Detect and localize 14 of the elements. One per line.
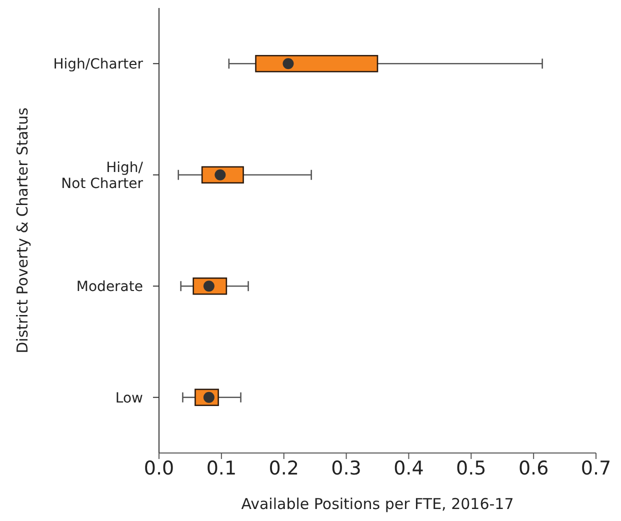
x-tick-label: 0.4 bbox=[394, 457, 424, 480]
y-tick-label: Low bbox=[115, 390, 143, 406]
y-tick-label: Moderate bbox=[76, 279, 143, 296]
x-tick-label: 0.2 bbox=[268, 457, 299, 480]
x-tick-label: 0.1 bbox=[206, 457, 237, 480]
x-tick-label: 0.3 bbox=[331, 457, 362, 480]
x-tick-label: 0.7 bbox=[580, 457, 612, 480]
y-axis-title: District Poverty & Charter Status bbox=[13, 107, 32, 354]
y-tick-label: High/ Not Charter bbox=[61, 160, 144, 192]
x-tick-label: 0.0 bbox=[144, 457, 174, 480]
y-tick-label: High/Charter bbox=[53, 56, 144, 73]
x-axis-title: Available Positions per FTE, 2016-17 bbox=[241, 495, 514, 513]
x-tick-label: 0.6 bbox=[518, 457, 549, 480]
x-tick-label: 0.5 bbox=[456, 457, 486, 480]
